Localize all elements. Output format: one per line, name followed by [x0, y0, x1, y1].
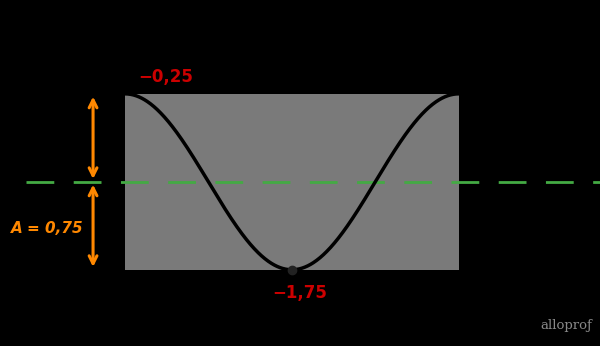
Text: A = 0,75: A = 0,75	[11, 221, 83, 236]
Bar	[125, 94, 459, 270]
Text: −0,25: −0,25	[138, 67, 193, 85]
Text: alloproƒ: alloproƒ	[540, 319, 592, 332]
Text: −1,75: −1,75	[272, 284, 327, 302]
